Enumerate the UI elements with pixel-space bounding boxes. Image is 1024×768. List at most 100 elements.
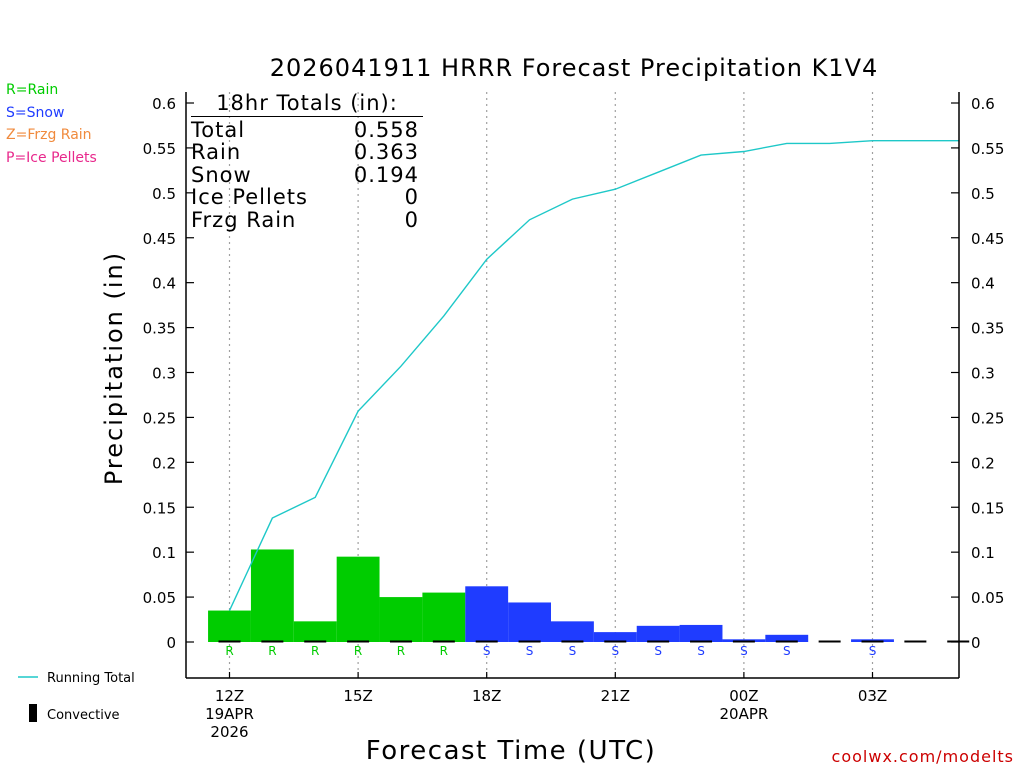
y-tick-label: 0 [971,634,981,652]
totals-header: 18hr Totals (in): [191,92,423,117]
y-tick-label: 0.1 [971,544,995,562]
ptype-label: S [869,644,877,658]
running-total-legend-label: Running Total [47,671,135,686]
ptype-label: R [397,644,405,658]
x-tick-label: 12Z [215,687,244,705]
y-tick-label: 0.55 [971,140,1004,158]
precip-bar [293,621,337,642]
y-tick-label: 0.6 [152,95,176,113]
x-tick-label: 21Z [601,687,630,705]
ptype-label: R [311,644,319,658]
x-tick-label: 03Z [858,687,887,705]
precip-bar [765,634,809,642]
precip-bar [636,625,680,642]
totals-value: 0 [404,207,419,232]
precip-bar [336,556,380,642]
x-tick-label: 15Z [343,687,372,705]
y-tick-label: 0 [166,634,176,652]
ptype-label: S [783,644,791,658]
totals-row-total: Total 0.558 [191,117,431,142]
x-tick-label: 19APR [205,705,254,723]
y-tick-label: 0.6 [971,95,995,113]
totals-label: Ice Pellets [191,185,308,210]
ptype-label: R [354,644,362,658]
convective-legend-label: Convective [47,708,120,723]
ptype-label: S [483,644,491,658]
x-tick-label: 2026 [210,723,248,741]
precip-bar [250,549,294,642]
y-tick-label: 0.15 [143,499,176,517]
ptype-label: S [611,644,619,658]
x-axis-label: Forecast Time (UTC) [366,736,657,766]
legend-rain: R=Rain [6,82,59,98]
y-tick-label: 0.2 [971,454,995,472]
totals-value: 0.194 [353,162,419,187]
precip-bar [593,632,637,642]
totals-label: Frzg Rain [191,207,297,232]
y-tick-label: 0.4 [971,275,995,293]
y-tick-label: 0.35 [143,320,176,338]
totals-box: 18hr Totals (in): Total 0.558 Rain 0.363… [191,92,431,232]
y-tick-label: 0.5 [971,185,995,203]
ptype-label: R [440,644,448,658]
y-tick-label: 0.15 [971,499,1004,517]
ptype-label: S [697,644,705,658]
totals-value: 0.558 [353,117,419,142]
convective-legend-swatch [29,704,37,722]
totals-label: Rain [191,140,242,165]
y-tick-label: 0.2 [152,454,176,472]
y-axis-right-ticks: 0 0.05 0.1 0.15 0.2 0.25 0.3 0.35 0.4 0.45 0.5 0.55… [951,95,1004,652]
ptype-label: S [526,644,534,658]
totals-value: 0.363 [353,140,419,165]
x-tick-label: 00Z [729,687,758,705]
y-tick-label: 0.1 [152,544,176,562]
y-axis-left-ticks: 0 0.05 0.1 0.15 0.2 0.25 0.3 0.35 0.4 0.45 0.5 0.55… [143,95,194,652]
totals-value: 0 [404,185,419,210]
ptype-label: S [569,644,577,658]
y-tick-label: 0.3 [971,365,995,383]
totals-row-frzg-rain: Frzg Rain 0 [191,209,431,232]
y-tick-label: 0.5 [152,185,176,203]
precip-bar [208,610,251,642]
ptype-label: S [740,644,748,658]
bars [208,549,894,642]
y-tick-label: 0.45 [971,230,1004,248]
chart-title: 2026041911 HRRR Forecast Precipitation K… [270,54,879,82]
y-tick-label: 0.3 [152,365,176,383]
precip-bar [551,621,594,642]
totals-row-snow: Snow 0.194 [191,164,431,187]
y-tick-label: 0.05 [971,589,1004,607]
axes [185,92,960,679]
y-tick-label: 0.4 [152,275,176,293]
y-tick-label: 0.25 [971,409,1004,427]
y-tick-label: 0.05 [143,589,176,607]
x-tick-label: 18Z [472,687,501,705]
y-tick-label: 0.25 [143,409,176,427]
precip-bar [379,597,423,642]
running-total-line-group [228,140,959,611]
x-tick-label: 20APR [719,705,768,723]
ptype-label: S [654,644,662,658]
legend-frzg-rain: Z=Frzg Rain [6,127,92,143]
y-tick-label: 0.55 [143,140,176,158]
running-total-line [228,140,959,611]
ptype-label: R [268,644,276,658]
credit-text: coolwx.com/modelts [832,747,1014,766]
precip-bar [465,586,509,642]
precip-bar [679,624,723,642]
legend-ice-pellets: P=Ice Pellets [6,150,97,166]
ptype-label: R [225,644,233,658]
y-tick-label: 0.45 [143,230,176,248]
totals-label: Total [191,117,246,142]
legend-snow: S=Snow [6,105,65,121]
totals-row-ice-pellets: Ice Pellets 0 [191,186,431,209]
precip-bar [508,602,551,642]
precip-bar [422,592,466,642]
y-axis-label: Precipitation (in) [100,251,128,485]
totals-row-rain: Rain 0.363 [191,141,431,164]
y-tick-label: 0.35 [971,320,1004,338]
totals-label: Snow [191,162,252,187]
